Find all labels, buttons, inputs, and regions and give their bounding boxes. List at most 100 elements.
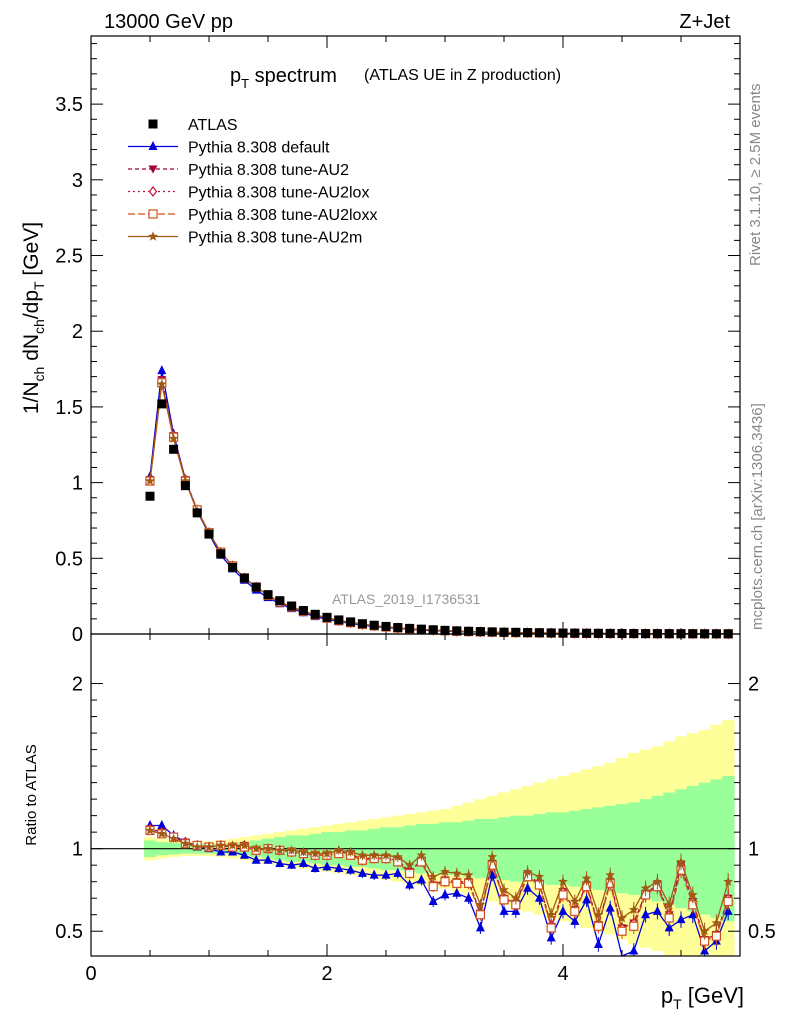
- point-atlas: [369, 620, 379, 630]
- ratio-y-tick-label: 1: [72, 839, 83, 861]
- ratio-point-pythia-8-308-default: [239, 849, 249, 859]
- ratio-point-pythia-8-308-default: [570, 915, 580, 925]
- ratio-point-pythia-8-308-tune-au2loxx: [617, 926, 627, 936]
- ratio-point-pythia-8-308-default: [593, 938, 603, 948]
- point-atlas: [228, 562, 238, 572]
- ratio-point-pythia-8-308-tune-au2m: [215, 840, 226, 850]
- ratio-point-pythia-8-308-tune-au2loxx: [475, 910, 485, 920]
- y-tick-label: 1.5: [55, 397, 83, 419]
- ratio-point-pythia-8-308-default: [558, 905, 568, 915]
- ratio-point-pythia-8-308-tune-au2m: [687, 889, 698, 900]
- ratio-point-pythia-8-308-tune-au2m: [510, 893, 521, 903]
- ratio-point-pythia-8-308-default: [298, 858, 308, 868]
- ratio-point-pythia-8-308-default: [428, 896, 438, 906]
- y-tick-label: 2.5: [55, 246, 83, 268]
- point-atlas: [216, 549, 226, 559]
- point-atlas: [499, 627, 509, 637]
- ratio-point-pythia-8-308-tune-au2m: [263, 843, 273, 853]
- ratio-point-pythia-8-308-tune-au2m: [428, 871, 439, 881]
- point-atlas: [558, 628, 568, 638]
- point-atlas: [523, 628, 533, 638]
- ratio-point-pythia-8-308-default: [357, 867, 367, 877]
- ratio-point-pythia-8-308-default: [664, 922, 674, 932]
- y-tick-label: 3: [72, 170, 83, 192]
- ratio-point-pythia-8-308-tune-au2m: [487, 851, 498, 862]
- y-tick-label: 3.5: [55, 94, 83, 116]
- ratio-point-pythia-8-308-tune-au2m: [310, 848, 321, 858]
- ratio-frame: [90, 633, 741, 957]
- ratio-point-pythia-8-308-tune-au2m: [676, 856, 686, 867]
- ratio-ylabel: Ratio to ATLAS: [23, 744, 40, 845]
- ratio-point-pythia-8-308-tune-au2m: [534, 871, 545, 881]
- ratio-point-pythia-8-308-default: [475, 922, 485, 932]
- ratio-point-pythia-8-308-tune-au2m: [699, 926, 710, 936]
- ratio-point-pythia-8-308-tune-au2loxx: [499, 895, 509, 905]
- ratio-point-pythia-8-308-default: [641, 909, 651, 919]
- point-atlas: [593, 628, 603, 638]
- ratio-point-pythia-8-308-default: [416, 874, 426, 884]
- ratio-point-pythia-8-308-default: [534, 892, 544, 902]
- y-tick-label: 1: [72, 473, 83, 495]
- legend-label-pythia-8-308-tune-au2loxx: Pythia 8.308 tune-AU2loxx: [188, 207, 377, 224]
- beam-label: 13000 GeV pp: [104, 11, 233, 33]
- point-atlas: [192, 508, 202, 518]
- point-atlas: [546, 628, 556, 638]
- y-tick-label: 2: [72, 321, 83, 343]
- spectrum-ylabel: 1/Nch dNch/dpT [GeV]: [20, 222, 47, 414]
- ratio-point-pythia-8-308-default: [393, 867, 403, 877]
- ratio-point-pythia-8-308-tune-au2m: [357, 850, 368, 860]
- ratio-point-pythia-8-308-tune-au2m: [581, 873, 592, 883]
- ratio-y-tick-label-right: 1: [748, 839, 759, 861]
- ratio-point-pythia-8-308-default: [157, 820, 167, 830]
- point-atlas: [346, 617, 356, 627]
- ratio-point-pythia-8-308-tune-au2m: [664, 899, 675, 909]
- ratio-point-pythia-8-308-default: [723, 905, 733, 915]
- x-tick-label: 4: [557, 963, 568, 985]
- ratio-point-pythia-8-308-tune-au2m: [227, 840, 238, 850]
- point-atlas: [169, 444, 179, 454]
- watermark: ATLAS_2019_I1736531: [332, 591, 481, 607]
- ratio-point-pythia-8-308-default: [452, 887, 462, 897]
- ratio-point-pythia-8-308-tune-au2m: [145, 825, 155, 835]
- legend-label-atlas: ATLAS: [188, 117, 238, 134]
- point-pythia-8-308-default: [157, 365, 167, 375]
- point-atlas: [428, 625, 438, 635]
- process-label: Z+Jet: [679, 11, 730, 33]
- ratio-point-pythia-8-308-tune-au2loxx: [428, 882, 438, 892]
- point-atlas: [416, 624, 426, 634]
- ratio-point-pythia-8-308-tune-au2m: [440, 866, 450, 876]
- point-pythia-8-308-tune-au2m: [156, 379, 167, 389]
- ratio-point-pythia-8-308-tune-au2loxx: [629, 921, 639, 931]
- ratio-point-pythia-8-308-default: [440, 889, 450, 899]
- ratio-point-pythia-8-308-default: [369, 869, 379, 879]
- spectrum-title: pT spectrum: [230, 65, 337, 91]
- ratio-point-pythia-8-308-tune-au2m: [416, 850, 427, 860]
- ratio-point-pythia-8-308-default: [464, 892, 474, 902]
- ratio-point-pythia-8-308-default: [546, 932, 556, 942]
- ratio-point-pythia-8-308-tune-au2m: [239, 840, 250, 850]
- ratio-point-pythia-8-308-tune-au2m: [451, 868, 462, 878]
- ratio-point-pythia-8-308-tune-au2m: [345, 846, 356, 857]
- ratio-point-pythia-8-308-tune-au2loxx: [593, 921, 604, 931]
- ratio-point-pythia-8-308-tune-au2loxx: [723, 896, 733, 907]
- ratio-y-tick-label: 0.5: [55, 921, 83, 943]
- ratio-point-pythia-8-308-tune-au2m: [392, 851, 403, 862]
- point-atlas: [440, 625, 450, 635]
- ratio-point-pythia-8-308-tune-au2loxx: [558, 890, 568, 900]
- point-atlas: [582, 628, 592, 638]
- point-pythia-8-308-tune-au2m: [180, 475, 191, 486]
- point-atlas: [204, 529, 214, 539]
- mcplots-label: mcplots.cern.ch [arXiv:1306.3436]: [749, 403, 766, 630]
- ratio-point-pythia-8-308-tune-au2m: [369, 850, 380, 860]
- ratio-point-pythia-8-308-tune-au2loxx: [405, 868, 415, 879]
- point-atlas: [511, 627, 521, 637]
- ratio-point-pythia-8-308-tune-au2m: [475, 899, 486, 909]
- legend-marker-pythia-8-308-tune-au2lox: [148, 186, 158, 197]
- ratio-point-pythia-8-308-tune-au2loxx: [664, 913, 674, 923]
- ratio-point-pythia-8-308-tune-au2m: [605, 869, 616, 880]
- ratio-point-pythia-8-308-tune-au2m: [652, 876, 663, 886]
- ratio-point-pythia-8-308-default: [381, 869, 391, 879]
- legend-label-pythia-8-308-tune-au2m: Pythia 8.308 tune-AU2m: [188, 230, 362, 247]
- ratio-point-pythia-8-308-default: [263, 854, 273, 864]
